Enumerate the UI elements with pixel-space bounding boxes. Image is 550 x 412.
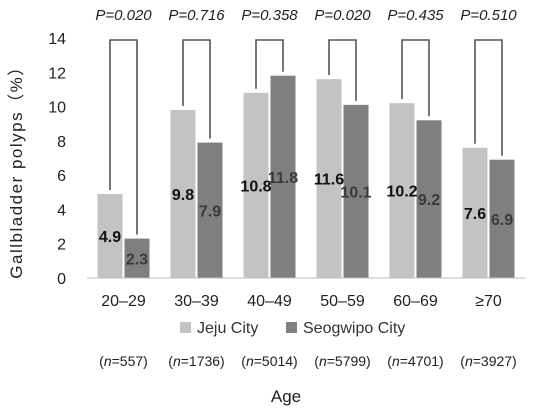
- x-tick-label: ≥70: [475, 293, 502, 310]
- sample-size-label: (n=4701): [387, 353, 443, 369]
- p-value-label: P=0.435: [387, 7, 444, 24]
- data-label-seogwipo: 11.8: [268, 170, 298, 187]
- p-value-label: P=0.358: [241, 7, 298, 24]
- p-value-label: P=0.020: [314, 7, 371, 24]
- bars: [97, 75, 515, 279]
- y-tick-label: 2: [57, 237, 66, 254]
- y-tick-label: 12: [48, 65, 66, 82]
- legend-label-jeju: Jeju City: [197, 320, 258, 337]
- y-tick-label: 10: [48, 100, 66, 117]
- data-label-jeju: 9.8: [172, 187, 194, 204]
- p-value-labels: P=0.020 P=0.716 P=0.358 P=0.020 P=0.435 P=0.5…: [95, 7, 517, 24]
- y-axis-title: Gallbladder polyps（%）: [7, 57, 26, 278]
- x-tick-label: 40–49: [247, 293, 292, 310]
- x-tick-label: 20–29: [101, 293, 146, 310]
- bar-jeju: [389, 103, 415, 279]
- y-axis: 0 2 4 6 8 10 12 14: [48, 31, 66, 288]
- significance-bracket: [182, 39, 211, 139]
- bar-seogwipo: [343, 104, 369, 278]
- sample-size-label: (n=1736): [168, 353, 224, 369]
- x-axis-title: Age: [271, 387, 301, 406]
- sample-size-label: (n=3927): [460, 353, 516, 369]
- x-tick-label: 50–59: [320, 293, 365, 310]
- significance-bracket: [109, 39, 138, 235]
- y-tick-label: 8: [57, 134, 66, 151]
- data-label-jeju: 4.9: [99, 229, 121, 246]
- y-tick-label: 4: [57, 202, 66, 219]
- bar-seogwipo: [416, 120, 442, 279]
- sample-size-label: (n=557): [99, 353, 148, 369]
- sample-size-label: (n=5799): [314, 353, 370, 369]
- sample-size-label: (n=5014): [241, 353, 297, 369]
- data-label-seogwipo: 2.3: [126, 251, 148, 268]
- significance-bracket: [255, 39, 284, 89]
- bar-seogwipo: [270, 75, 296, 278]
- p-value-label: P=0.510: [460, 7, 517, 24]
- data-label-seogwipo: 6.9: [491, 212, 513, 229]
- y-tick-label: 6: [57, 168, 66, 185]
- sample-size-labels: (n=557) (n=1736) (n=5014) (n=5799) (n=4701) (…: [99, 353, 517, 369]
- x-tick-label: 30–39: [174, 293, 219, 310]
- significance-bracket: [401, 39, 430, 117]
- y-tick-label: 14: [48, 31, 66, 48]
- data-label-jeju: 7.6: [464, 206, 486, 223]
- significance-brackets: [109, 39, 503, 235]
- bar-jeju: [170, 110, 196, 278]
- data-label-jeju: 11.6: [314, 172, 344, 189]
- bar-jeju: [462, 147, 488, 278]
- p-value-label: P=0.020: [95, 7, 152, 24]
- data-label-jeju: 10.2: [386, 184, 417, 201]
- x-axis: 20–29 30–39 40–49 50–59 60–69 ≥70: [87, 277, 525, 310]
- bar-jeju: [316, 79, 342, 279]
- significance-bracket: [328, 39, 357, 101]
- legend-label-seogwipo: Seogwipo City: [303, 320, 405, 337]
- data-labels: 4.9 2.3 9.8 7.9 10.811.8 11.610.1 10.29.2 7.6 6.…: [99, 170, 513, 268]
- legend-swatch-jeju: [180, 322, 191, 333]
- legend-swatch-seogwipo: [286, 322, 297, 333]
- bar-seogwipo: [124, 238, 150, 278]
- bar-jeju: [243, 92, 269, 278]
- bar-seogwipo: [197, 142, 223, 278]
- data-label-seogwipo: 10.1: [340, 184, 371, 201]
- data-label-seogwipo: 7.9: [199, 203, 221, 220]
- x-tick-label: 60–69: [393, 293, 438, 310]
- bar-jeju: [97, 194, 123, 278]
- legend: Jeju City Seogwipo City: [180, 320, 405, 337]
- p-value-label: P=0.716: [168, 7, 225, 24]
- data-label-seogwipo: 9.2: [418, 192, 440, 209]
- data-label-jeju: 10.8: [240, 178, 271, 195]
- significance-bracket: [474, 39, 503, 156]
- y-tick-label: 0: [57, 271, 66, 288]
- bar-seogwipo: [489, 159, 515, 278]
